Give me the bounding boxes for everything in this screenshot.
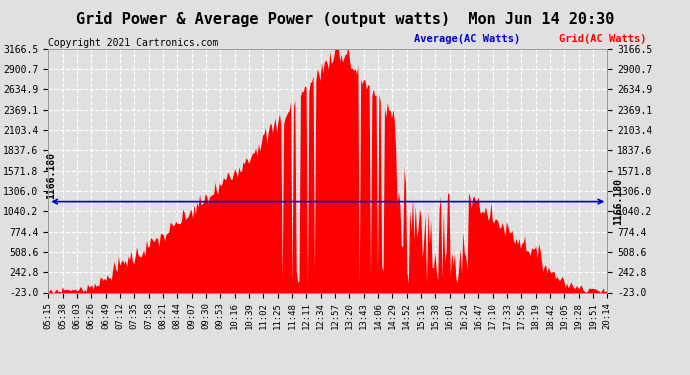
Text: 1166.180: 1166.180 xyxy=(613,178,623,225)
Text: Grid Power & Average Power (output watts)  Mon Jun 14 20:30: Grid Power & Average Power (output watts… xyxy=(76,11,614,27)
Text: Average(AC Watts): Average(AC Watts) xyxy=(414,34,520,44)
Text: 1166.180: 1166.180 xyxy=(46,152,56,200)
Text: Copyright 2021 Cartronics.com: Copyright 2021 Cartronics.com xyxy=(48,38,219,48)
Text: Grid(AC Watts): Grid(AC Watts) xyxy=(559,34,647,44)
